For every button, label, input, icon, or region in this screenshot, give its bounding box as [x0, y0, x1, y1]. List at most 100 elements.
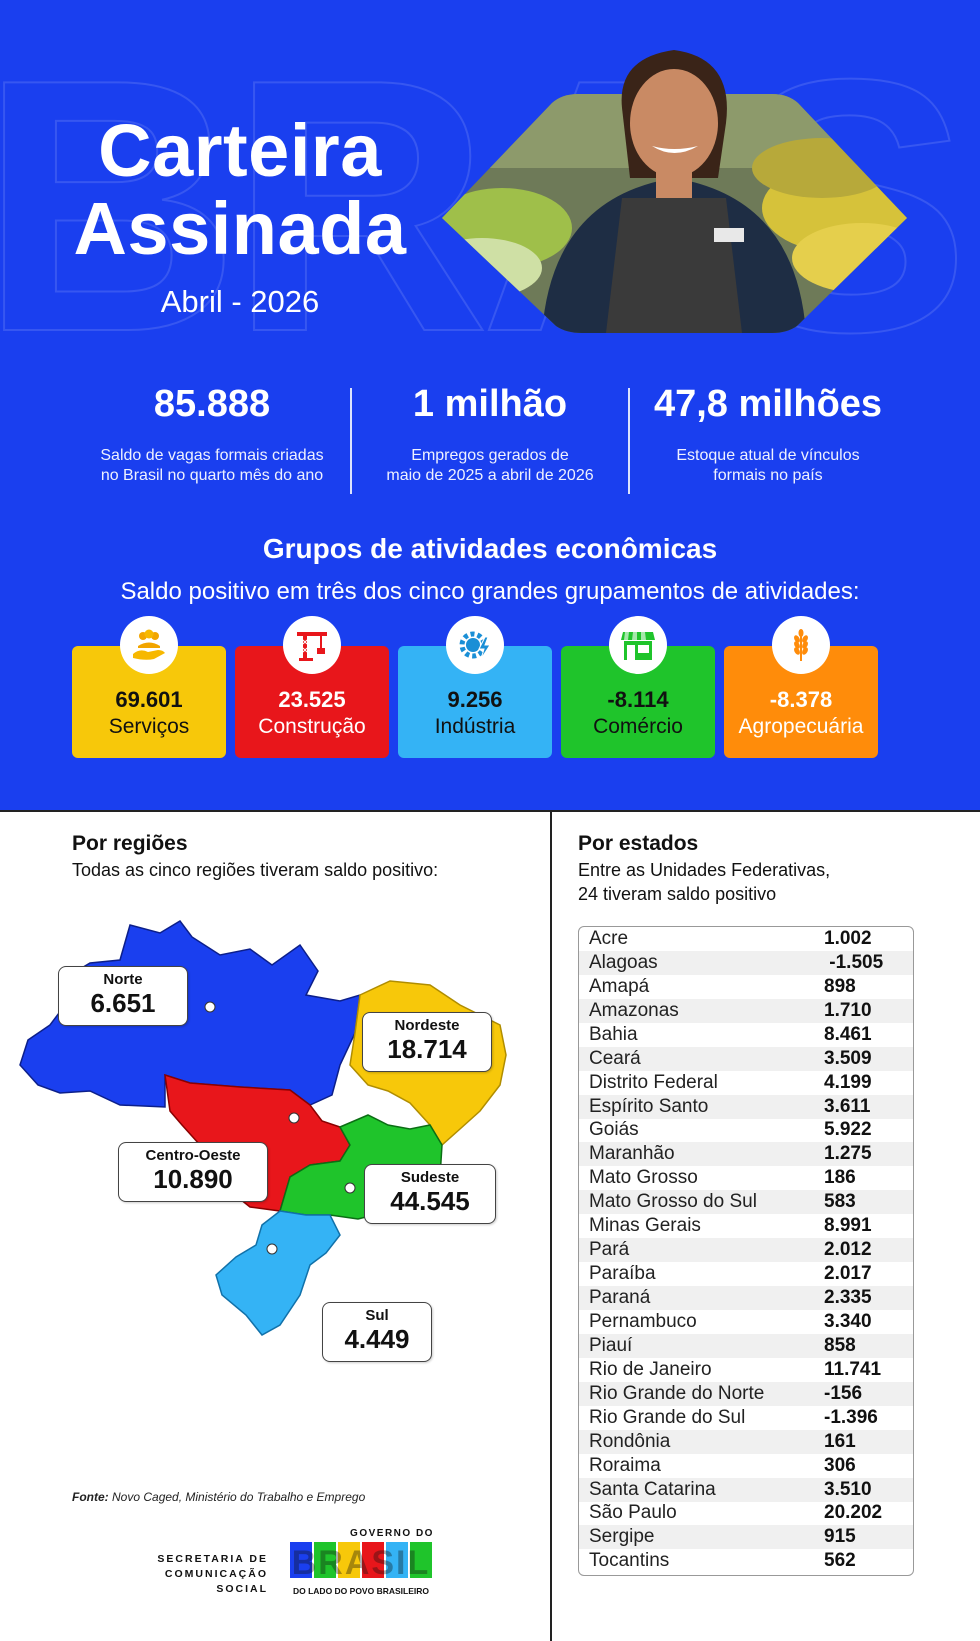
- table-row: Pará 2.012: [579, 1238, 913, 1263]
- store-icon: [609, 616, 667, 674]
- table-row: Distrito Federal 4.199: [579, 1071, 913, 1095]
- region-value: 10.890: [153, 1164, 233, 1194]
- page-title: Carteira Assinada: [40, 112, 440, 268]
- state-value: 898: [824, 975, 856, 997]
- state-name: Acre: [589, 927, 629, 949]
- marker-norte: [204, 1001, 216, 1013]
- state-value: 11.741: [824, 1358, 882, 1380]
- title-line-1: Carteira: [98, 109, 382, 192]
- hero-panel: BRASIL Carteira Assinada Abril - 2026: [0, 0, 980, 810]
- table-row: Tocantins 562: [579, 1549, 913, 1573]
- secom-logo: SECRETARIA DE COMUNICAÇÃO SOCIAL: [110, 1552, 268, 1597]
- activity-cards: 69.601 Serviços 23.525 Construção: [72, 616, 912, 760]
- region-card-norte: Norte 6.651: [58, 966, 188, 1026]
- table-row: Rondônia 161: [579, 1429, 913, 1454]
- state-name: Mato Grosso: [589, 1167, 698, 1189]
- state-name: Tocantins: [589, 1550, 670, 1572]
- card-label: Agropecuária: [738, 715, 864, 738]
- stat-empregos: 1 milhão Empregos gerados de maio de 202…: [350, 378, 630, 486]
- state-value: 583: [824, 1191, 856, 1213]
- stat-divider: [628, 388, 630, 494]
- state-name: Ceará: [589, 1047, 641, 1069]
- state-name: Rondônia: [589, 1430, 671, 1452]
- secom-line: COMUNICAÇÃO SOCIAL: [164, 1568, 268, 1595]
- region-value: 6.651: [90, 988, 156, 1018]
- state-name: Amazonas: [589, 999, 679, 1021]
- state-value: 20.202: [824, 1502, 883, 1524]
- column-divider: [550, 810, 552, 1641]
- state-value: 1.275: [824, 1143, 872, 1165]
- states-title: Por estados: [578, 832, 699, 855]
- state-value: 5.922: [824, 1119, 872, 1141]
- stat-desc-line: maio de 2025 a abril de 2026: [386, 467, 594, 484]
- region-card-nordeste: Nordeste 18.714: [362, 1012, 492, 1072]
- state-value: 8.991: [824, 1215, 872, 1237]
- gov-bottom-text: DO LADO DO POVO BRASILEIRO: [293, 1586, 429, 1596]
- state-name: Espírito Santo: [589, 1095, 709, 1117]
- state-value: 562: [824, 1550, 856, 1572]
- wheat-icon: [772, 616, 830, 674]
- state-name: Goiás: [589, 1119, 639, 1141]
- card-label: Construção: [258, 715, 366, 738]
- regions-subtitle: Todas as cinco regiões tiveram saldo pos…: [72, 860, 439, 880]
- card-value: 23.525: [278, 687, 346, 712]
- table-row: Santa Catarina 3.510: [579, 1477, 913, 1502]
- stats-row: 85.888 Saldo de vagas formais criadas no…: [0, 378, 980, 498]
- table-row: Paraná 2.335: [579, 1286, 913, 1310]
- table-row: Bahia 8.461: [579, 1023, 913, 1047]
- card-label: Serviços: [108, 715, 190, 738]
- state-name: Bahia: [589, 1023, 638, 1045]
- table-row: Rio Grande do Sul -1.396: [579, 1406, 913, 1430]
- state-name: Rio Grande do Norte: [589, 1382, 765, 1404]
- worker-photo: [442, 50, 907, 333]
- state-value: 1.002: [824, 927, 872, 949]
- regions-title: Por regiões: [72, 832, 188, 855]
- states-subtitle: Entre as Unidades Federativas, 24 tivera…: [578, 858, 830, 906]
- table-row: Mato Grosso 186: [579, 1166, 913, 1190]
- region-value: 4.449: [344, 1324, 410, 1354]
- state-value: 2.335: [824, 1287, 872, 1309]
- region-card-centro-oeste: Centro-Oeste 10.890: [118, 1142, 268, 1202]
- state-value: 186: [824, 1167, 856, 1189]
- region-card-sudeste: Sudeste 44.545: [364, 1164, 496, 1224]
- table-row: São Paulo 20.202: [579, 1502, 913, 1526]
- map-region-sul: [215, 1210, 341, 1336]
- region-value: 44.545: [390, 1186, 470, 1216]
- stat-saldo: 85.888 Saldo de vagas formais criadas no…: [72, 378, 352, 486]
- stat-description: Empregos gerados de maio de 2025 a abril…: [350, 446, 630, 486]
- table-row: Rio Grande do Norte -156: [579, 1381, 913, 1406]
- period-label: Abril - 2026: [160, 284, 320, 319]
- state-name: Minas Gerais: [589, 1215, 701, 1237]
- gear-bolt-icon: [446, 616, 504, 674]
- state-value: 3.340: [824, 1310, 872, 1332]
- gov-top-text: GOVERNO DO: [350, 1528, 434, 1539]
- region-name: Centro-Oeste: [145, 1147, 241, 1164]
- table-row: Goiás 5.922: [579, 1119, 913, 1143]
- table-row: Piauí 858: [579, 1333, 913, 1358]
- marker-centro-oeste: [288, 1112, 300, 1124]
- table-row: Amazonas 1.710: [579, 998, 913, 1023]
- states-subtitle-line: 24 tiveram saldo positivo: [578, 884, 777, 904]
- table-row: Espírito Santo 3.611: [579, 1094, 913, 1119]
- stat-desc-line: no Brasil no quarto mês do ano: [100, 467, 324, 484]
- hand-people-icon: [120, 616, 178, 674]
- table-row: Sergipe 915: [579, 1525, 913, 1550]
- state-name: Alagoas: [589, 951, 658, 973]
- region-name: Sudeste: [400, 1169, 460, 1186]
- state-value: -156: [824, 1382, 863, 1404]
- stat-estoque: 47,8 milhões Estoque atual de vínculos f…: [628, 378, 908, 486]
- stat-description: Estoque atual de vínculos formais no paí…: [628, 446, 908, 486]
- card-servicos: 69.601 Serviços: [72, 616, 226, 758]
- region-name: Norte: [103, 971, 143, 988]
- card-value: -8.378: [769, 687, 833, 712]
- region-name: Nordeste: [394, 1017, 460, 1034]
- stat-value: 85.888: [153, 383, 271, 425]
- region-value: 18.714: [387, 1034, 467, 1064]
- state-name: Sergipe: [589, 1526, 655, 1548]
- state-name: Amapá: [589, 975, 650, 997]
- state-name: Roraima: [589, 1454, 661, 1476]
- stat-desc-line: formais no país: [713, 467, 823, 484]
- card-value: -8.114: [607, 687, 669, 712]
- stat-description: Saldo de vagas formais criadas no Brasil…: [72, 446, 352, 486]
- state-value: 1.710: [824, 999, 872, 1021]
